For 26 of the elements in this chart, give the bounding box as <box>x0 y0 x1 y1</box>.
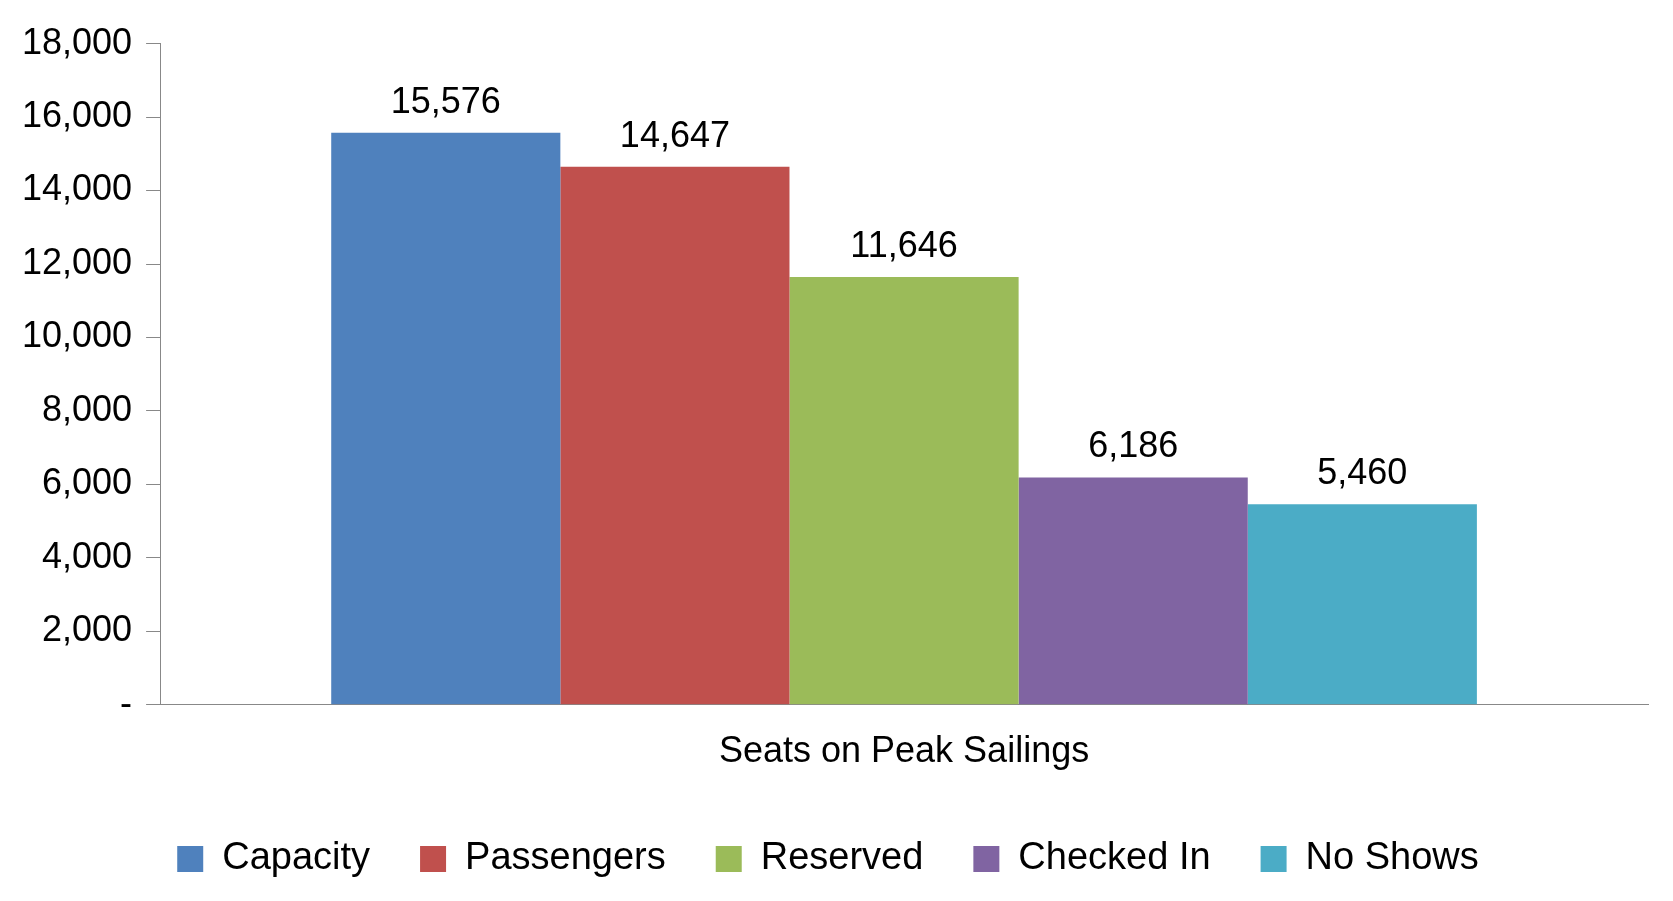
data-label: 14,647 <box>619 113 730 155</box>
y-tick-label: 4,000 <box>42 534 133 576</box>
y-tick-label: 14,000 <box>22 167 133 209</box>
legend-label: Passengers <box>465 835 666 878</box>
y-tick-label: 16,000 <box>22 93 133 135</box>
data-label: 15,576 <box>390 79 501 121</box>
x-tick-label: Seats on Peak Sailings <box>718 729 1090 771</box>
y-tick-label: 8,000 <box>42 387 133 429</box>
data-label: 6,186 <box>1088 424 1179 466</box>
bar <box>789 277 1019 705</box>
y-tick-label: 18,000 <box>22 20 133 62</box>
legend-label: Reserved <box>760 835 924 878</box>
y-tick-label: 10,000 <box>22 314 133 356</box>
bar <box>331 132 561 705</box>
y-tick-label: 12,000 <box>22 240 133 282</box>
data-label: 5,460 <box>1317 451 1408 493</box>
y-tick-label: 2,000 <box>42 608 133 650</box>
bar <box>560 166 790 705</box>
y-tick-label: 6,000 <box>42 461 133 503</box>
bar <box>1018 477 1248 705</box>
bar <box>1247 504 1477 705</box>
legend-label: Checked In <box>1018 835 1211 878</box>
y-tick-label: - <box>120 681 133 723</box>
data-label: 11,646 <box>850 223 958 265</box>
legend-label: Capacity <box>222 835 371 878</box>
legend-label: No Shows <box>1305 835 1479 878</box>
